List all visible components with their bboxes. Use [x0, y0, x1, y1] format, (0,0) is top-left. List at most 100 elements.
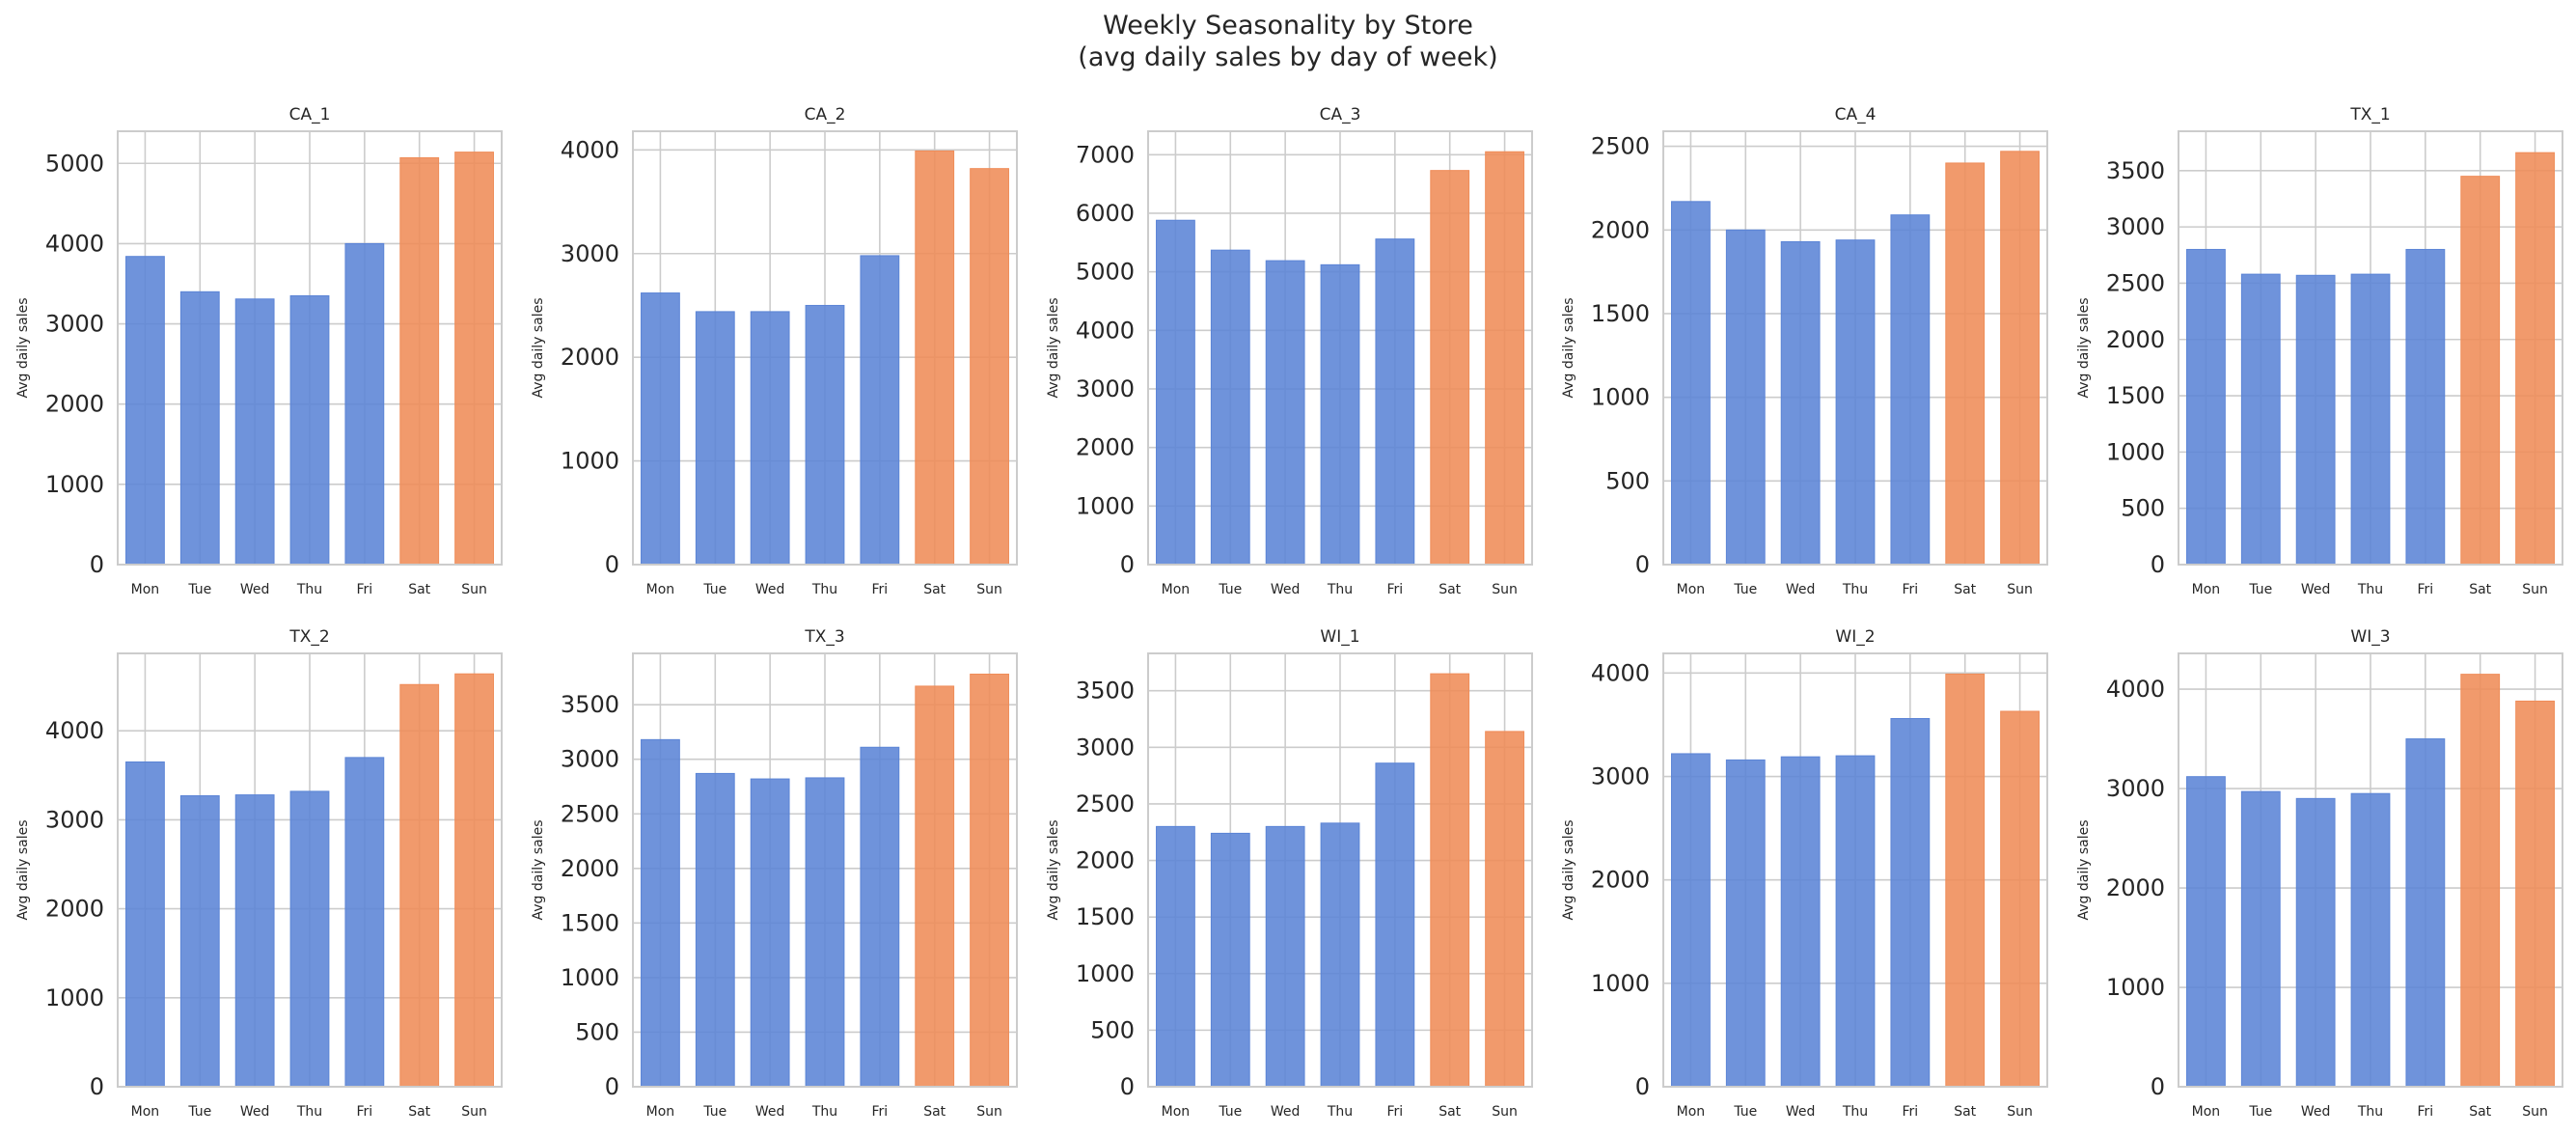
chart-wi-2-ylabel: Avg daily sales [1561, 819, 1576, 920]
chart-tx-3-bar-fri [860, 746, 900, 1088]
chart-ca-3-ytick-5: 5000 [1076, 259, 1135, 286]
chart-ca-1-bar-wed [234, 298, 275, 566]
chart-tx-3-xtick-fri: Fri [872, 1104, 889, 1120]
chart-ca-3-bar-sun [1485, 151, 1524, 566]
chart-wi-1-ytick-1: 500 [1090, 1016, 1135, 1043]
chart-wi-2-ytick-2: 2000 [1591, 867, 1650, 894]
chart-tx-1-ytick-4: 2000 [2106, 326, 2165, 353]
chart-wi-1-ytick-5: 2500 [1076, 790, 1135, 817]
chart-ca-2-ytick-2: 2000 [561, 344, 619, 371]
chart-tx-2-bar-sun [454, 673, 494, 1088]
chart-ca-3-ytick-3: 3000 [1076, 375, 1135, 402]
chart-ca-3-ytick-2: 2000 [1076, 434, 1135, 461]
chart-wi-3-bar-fri [2405, 738, 2446, 1088]
chart-ca-4-xtick-tue: Tue [1733, 582, 1757, 597]
chart-ca-1-ytick-5: 5000 [45, 150, 104, 177]
chart-wi-1-ylabel: Avg daily sales [1046, 819, 1061, 920]
chart-tx-3-ytick-6: 3000 [561, 746, 619, 773]
chart-ca-2: CA_2 Avg daily sales 0 1000 2000 3000 4000 Mon T… [531, 105, 1018, 597]
chart-wi-1-xtick-tue: Tue [1218, 1104, 1242, 1120]
chart-tx-2-bar-thu [289, 790, 330, 1088]
chart-ca-3-bar-wed [1265, 260, 1305, 566]
chart-ca-2-xtick-mon: Mon [646, 582, 675, 597]
chart-ca-3-title: CA_3 [1320, 105, 1361, 125]
chart-wi-2-bar-fri [1890, 718, 1931, 1088]
chart-tx-2-bar-fri [344, 757, 385, 1088]
chart-wi-3-bar-sat [2460, 674, 2501, 1088]
chart-tx-1-bar-fri [2405, 248, 2446, 566]
chart-tx-1-bar-mon [2186, 248, 2226, 566]
chart-tx-2-bar-sat [399, 683, 440, 1088]
chart-ca-1-xtick-sat: Sat [408, 582, 430, 597]
figure-title-line2: (avg daily sales by day of week) [1078, 42, 1498, 72]
chart-wi-1-frame [1147, 652, 1533, 1088]
chart-tx-1-bar-wed [2295, 274, 2336, 566]
chart-ca-4-bar-sat [1945, 162, 1986, 566]
chart-tx-3-ytick-7: 3500 [561, 691, 619, 718]
chart-ca-1: CA_1 Avg daily sales 0 1000 2000 3000 4000 5000… [15, 105, 503, 597]
chart-tx-2: TX_2 Avg daily sales 0 1000 2000 3000 4000 Mon T… [15, 627, 503, 1120]
chart-wi-1-ytick-6: 3000 [1076, 734, 1135, 761]
chart-tx-1-ytick-2: 1000 [2106, 438, 2165, 465]
chart-wi-3-xtick-mon: Mon [2192, 1104, 2221, 1120]
chart-ca-1-bar-sat [399, 156, 440, 566]
chart-ca-1-bar-sun [454, 152, 494, 566]
chart-tx-1-bar-sat [2460, 176, 2501, 566]
chart-wi-3: WI_3 Avg daily sales 0 1000 2000 3000 4000 Mon T… [2076, 627, 2563, 1120]
chart-ca-3-bar-mon [1156, 219, 1195, 566]
chart-ca-2-xtick-thu: Thu [811, 582, 837, 597]
chart-ca-1-ytick-2: 2000 [45, 391, 104, 418]
chart-wi-1-ytick-4: 2000 [1076, 847, 1135, 874]
chart-ca-3-xtick-wed: Wed [1271, 582, 1301, 597]
chart-ca-4-title: CA_4 [1835, 105, 1877, 125]
chart-ca-2-frame [632, 130, 1018, 566]
chart-wi-2-ytick-0: 0 [1635, 1073, 1650, 1100]
chart-wi-3-bar-sun [2515, 700, 2555, 1088]
chart-ca-4-xtick-thu: Thu [1842, 582, 1868, 597]
chart-tx-2-ytick-0: 0 [90, 1073, 104, 1100]
chart-ca-2-bar-thu [805, 304, 845, 566]
chart-wi-1: WI_1 Avg daily sales 0 500 1000 1500 2000 2500 3… [1046, 627, 1533, 1120]
chart-ca-3-bar-tue [1210, 249, 1250, 566]
chart-tx-2-bar-mon [125, 761, 165, 1088]
chart-wi-1-xtick-wed: Wed [1271, 1104, 1301, 1120]
chart-wi-2: WI_2 Avg daily sales 0 1000 2000 3000 4000 Mon T… [1561, 627, 2048, 1120]
chart-tx-1-bar-tue [2240, 273, 2281, 566]
chart-ca-3-xtick-fri: Fri [1387, 582, 1404, 597]
chart-tx-2-xtick-wed: Wed [240, 1104, 270, 1120]
chart-tx-3-bar-wed [750, 778, 790, 1088]
chart-wi-1-bar-sat [1430, 673, 1470, 1088]
chart-wi-3-xtick-thu: Thu [2357, 1104, 2383, 1120]
chart-tx-1-ytick-7: 3500 [2106, 157, 2165, 184]
chart-ca-2-ylabel: Avg daily sales [531, 297, 546, 398]
chart-ca-3-xtick-thu: Thu [1327, 582, 1353, 597]
chart-ca-2-xtick-wed: Wed [755, 582, 785, 597]
chart-wi-1-xtick-mon: Mon [1162, 1104, 1191, 1120]
chart-ca-3-xtick-sat: Sat [1439, 582, 1461, 597]
chart-tx-3-bar-sat [915, 685, 955, 1088]
chart-ca-1-xtick-fri: Fri [357, 582, 373, 597]
chart-ca-4-ytick-3: 1500 [1591, 300, 1650, 327]
chart-ca-1-ytick-3: 3000 [45, 311, 104, 338]
chart-wi-3-ytick-3: 3000 [2106, 775, 2165, 802]
chart-wi-2-xtick-fri: Fri [1903, 1104, 1919, 1120]
chart-wi-3-title: WI_3 [2350, 627, 2390, 647]
chart-tx-3-xtick-wed: Wed [755, 1104, 785, 1120]
chart-ca-1-xtick-thu: Thu [296, 582, 322, 597]
chart-ca-3-bar-sat [1430, 170, 1470, 566]
chart-wi-2-bar-wed [1780, 756, 1821, 1088]
chart-tx-2-xtick-mon: Mon [131, 1104, 160, 1120]
chart-wi-1-bar-mon [1156, 825, 1195, 1088]
chart-ca-1-frame [117, 130, 503, 566]
chart-wi-1-xtick-sat: Sat [1439, 1104, 1461, 1120]
chart-ca-1-xtick-mon: Mon [131, 582, 160, 597]
chart-wi-2-frame [1662, 652, 2048, 1088]
chart-wi-3-xtick-fri: Fri [2418, 1104, 2434, 1120]
chart-wi-1-ytick-2: 1000 [1076, 960, 1135, 987]
chart-wi-3-ytick-0: 0 [2151, 1073, 2165, 1100]
chart-wi-3-bar-wed [2295, 797, 2336, 1088]
chart-ca-1-title: CA_1 [289, 105, 331, 125]
chart-wi-2-bar-sat [1945, 673, 1986, 1088]
chart-ca-2-xtick-sun: Sun [976, 582, 1002, 597]
